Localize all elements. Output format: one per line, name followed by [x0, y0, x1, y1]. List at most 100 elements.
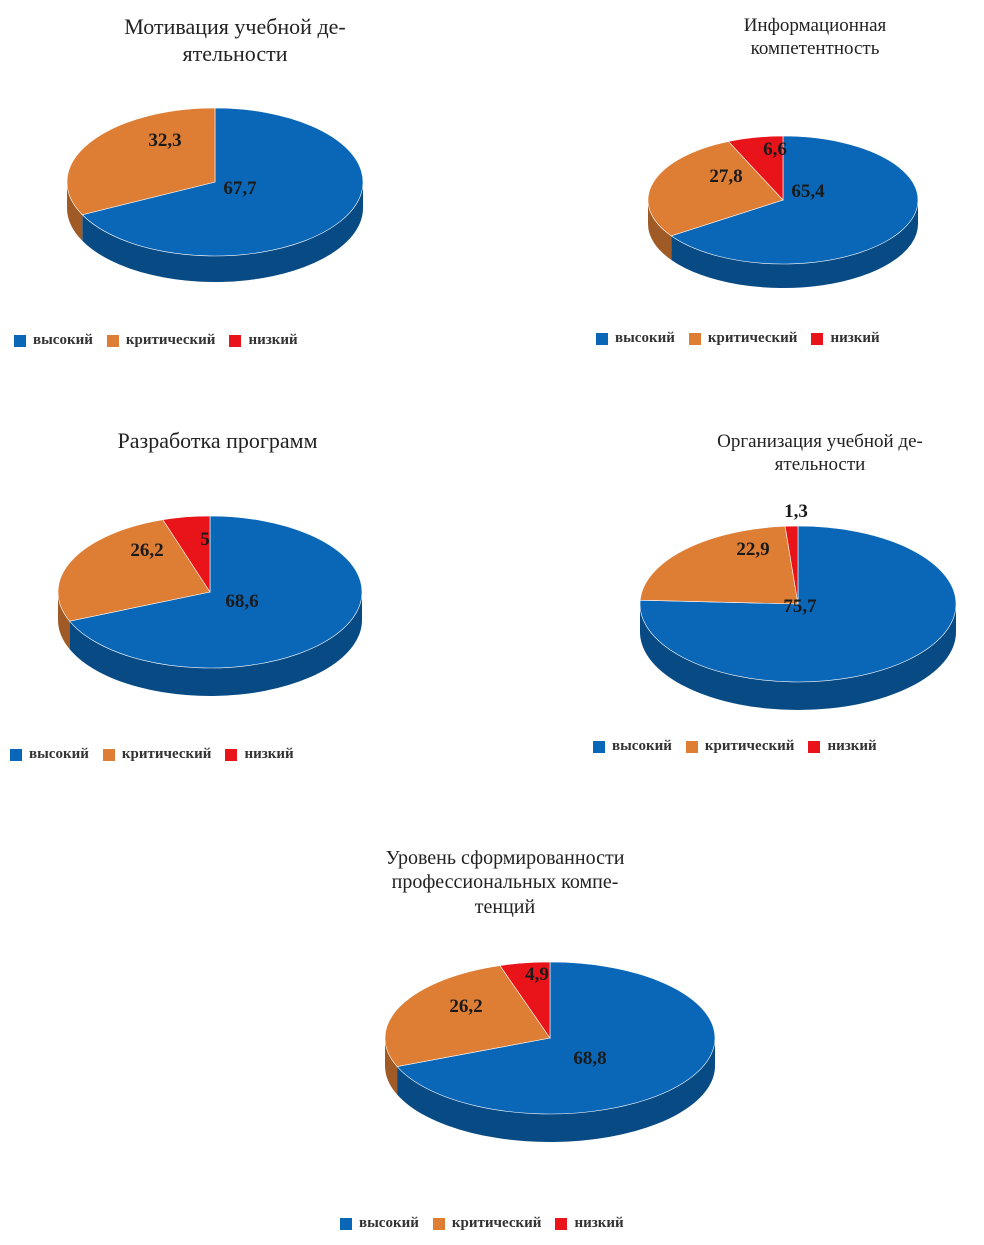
- legend-label-high: высокий: [29, 746, 89, 762]
- data-label-critical: 22,9: [736, 539, 769, 560]
- chart-title-line: компетентность: [750, 38, 880, 60]
- legend-label-critical: критический: [704, 738, 795, 754]
- legend-label-high: высокий: [359, 1215, 419, 1231]
- chart-title-line: ятельности: [182, 40, 288, 66]
- data-label-critical: 27,8: [709, 166, 742, 187]
- legend-item-low: низкий: [555, 1215, 624, 1232]
- data-label-high: 68,8: [573, 1048, 606, 1069]
- pie-side-high: [640, 604, 956, 710]
- pie-side-critical: [67, 182, 83, 241]
- data-label-critical: 26,2: [449, 996, 482, 1017]
- legend-label-high: высокий: [612, 738, 672, 754]
- chart-title-line: ятельности: [774, 454, 866, 476]
- legend-label-critical: критический: [125, 332, 216, 348]
- legend-label-low: низкий: [248, 332, 298, 348]
- pie-side-critical: [385, 1038, 398, 1095]
- chart-title: Разработка программ: [40, 428, 395, 455]
- chart-legend: высокий критический низкий: [340, 1215, 624, 1232]
- legend-swatch-high: [14, 334, 26, 347]
- pie-slice-critical: [384, 965, 551, 1067]
- legend-swatch-low: [225, 748, 238, 761]
- pie-side-high: [82, 182, 364, 282]
- legend-item-high: высокий: [340, 1215, 419, 1232]
- legend-label-low: низкий: [244, 746, 294, 762]
- pie-side-high: [397, 1038, 715, 1142]
- pie-slice-critical: [647, 141, 784, 237]
- legend-swatch-critical: [106, 334, 119, 347]
- pie-side-critical: [58, 592, 70, 650]
- legend-swatch-low: [808, 740, 821, 753]
- legend-swatch-low: [229, 334, 242, 347]
- pie-slice-high: [670, 135, 919, 265]
- legend-label-low: низкий: [574, 1215, 624, 1231]
- pie-slice-critical: [66, 107, 216, 216]
- legend-label-critical: критический: [451, 1215, 542, 1231]
- legend-item-low: низкий: [811, 330, 880, 347]
- pie-slice-critical: [57, 519, 211, 622]
- pie-side-critical: [648, 200, 672, 260]
- chart-title-line: Организация учебной де-: [717, 431, 923, 452]
- chart-title-line: Разработка программ: [117, 428, 318, 453]
- chart-legend: высокий критический низкий: [596, 330, 880, 347]
- chart-title-line: профессиональных компе-: [391, 871, 619, 894]
- legend-swatch-critical: [685, 740, 698, 753]
- data-label-critical: 32,3: [148, 130, 181, 151]
- legend-item-critical: критический: [106, 332, 216, 349]
- data-label-high: 65,4: [791, 181, 825, 202]
- pie-slice-high: [396, 961, 716, 1115]
- pie-side-high: [671, 200, 918, 288]
- legend-item-critical: критический: [102, 746, 212, 763]
- data-label-low: 4,9: [525, 964, 549, 985]
- chart-legend: высокий критический низкий: [10, 746, 294, 763]
- legend-item-high: высокий: [593, 738, 672, 755]
- chart-title-line: Мотивация учебной де-: [124, 14, 346, 39]
- pie-side-high: [69, 592, 362, 696]
- chart-title: Информационная компетентность: [660, 14, 970, 60]
- chart-title-line: Уровень сформированности: [385, 847, 625, 869]
- legend-item-low: низкий: [225, 746, 294, 763]
- chart-legend: высокий критический низкий: [593, 738, 877, 755]
- data-label-low: 5: [200, 529, 210, 550]
- chart-title-line: Информационная: [743, 15, 887, 36]
- pie-slice-low: [784, 525, 799, 605]
- legend-swatch-low: [555, 1217, 568, 1230]
- chart-title: Мотивация учебной де-ятельности: [40, 14, 430, 68]
- legend-label-high: высокий: [33, 332, 93, 348]
- data-label-high: 68,6: [225, 591, 258, 612]
- legend-label-critical: критический: [707, 330, 798, 346]
- data-label-low: 6,6: [763, 139, 787, 160]
- legend-label-low: низкий: [830, 330, 880, 346]
- data-label-critical: 26,2: [130, 540, 163, 561]
- legend-swatch-high: [340, 1217, 352, 1230]
- legend-swatch-low: [811, 332, 824, 345]
- chart-legend: высокий критический низкий: [14, 332, 298, 349]
- chart-title: Уровень сформированности профессиональных…: [360, 846, 650, 919]
- data-label-high: 67,7: [223, 178, 257, 199]
- legend-label-low: низкий: [827, 738, 877, 754]
- data-label-low: 1,3: [784, 501, 808, 522]
- legend-item-high: высокий: [596, 330, 675, 347]
- data-label-high: 75,7: [783, 596, 817, 617]
- pie-slice-critical: [639, 525, 799, 605]
- legend-item-critical: критический: [432, 1215, 542, 1232]
- chart-title-line: тенций: [474, 895, 536, 918]
- legend-item-low: низкий: [229, 332, 298, 349]
- legend-swatch-high: [596, 332, 608, 345]
- legend-item-high: высокий: [14, 332, 93, 349]
- legend-label-critical: критический: [121, 746, 212, 762]
- chart-title: Организация учебной де-ятельности: [660, 430, 980, 476]
- pie-slice-high: [81, 107, 364, 257]
- legend-swatch-critical: [688, 332, 701, 345]
- legend-swatch-high: [593, 740, 605, 753]
- legend-item-high: высокий: [10, 746, 89, 763]
- pie-slice-high: [69, 515, 363, 669]
- legend-label-high: высокий: [615, 330, 675, 346]
- legend-item-low: низкий: [808, 738, 877, 755]
- legend-item-critical: критический: [685, 738, 795, 755]
- legend-swatch-high: [10, 748, 22, 761]
- pie-slice-low: [499, 961, 551, 1039]
